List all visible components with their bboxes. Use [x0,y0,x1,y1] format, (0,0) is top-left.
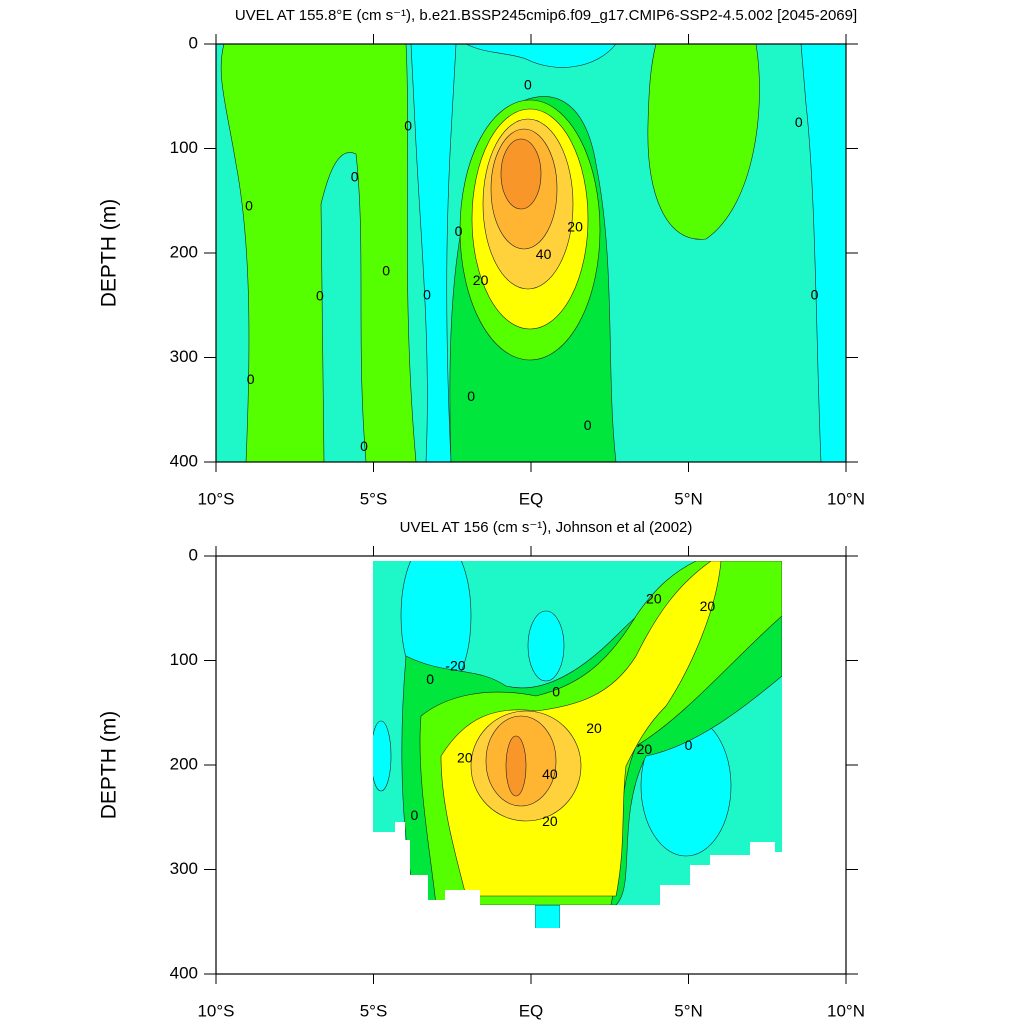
contour-region [373,720,392,792]
y-tick-label: 300 [170,859,198,878]
contour-label: 20 [457,749,473,765]
y-tick-label: 400 [170,963,198,982]
contour-label: 0 [245,198,253,214]
contour-region [527,610,565,682]
contour-label: 20 [700,598,716,614]
contour-label: 0 [423,287,431,303]
contour-label: 0 [524,77,532,93]
x-tick-label: 5°N [674,1001,703,1020]
x-tick-label: 10°S [197,489,234,508]
contour-label: 0 [455,223,463,239]
contour-label: 20 [637,741,653,757]
contour-label: 0 [811,287,819,303]
y-tick-label: 100 [170,138,198,157]
x-tick-label: EQ [519,489,544,508]
x-tick-label: 10°N [827,489,865,508]
contour-label: 20 [646,591,662,607]
x-tick-label: 5°S [360,489,388,508]
x-tick-label: 10°N [827,1001,865,1020]
y-axis-label: DEPTH (m) [98,199,121,308]
contour-label: 0 [360,438,368,454]
contour-label: 0 [382,263,390,279]
y-axis-label: DEPTH (m) [98,711,121,820]
contour-fills [373,561,782,928]
x-tick-label: EQ [519,1001,544,1020]
y-tick-label: 200 [170,242,198,261]
x-tick-label: 10°S [197,1001,234,1020]
contour-label: 20 [542,813,558,829]
contour-label: 0 [426,671,434,687]
contour-label: 20 [567,219,583,235]
contour-region [800,43,847,463]
contour-region [465,43,617,68]
contour-label: 20 [473,272,489,288]
y-tick-label: 0 [189,545,198,564]
contour-region [647,43,760,240]
x-tick-label: 5°S [360,1001,388,1020]
contour-region [505,735,527,797]
contour-label: 40 [536,246,552,262]
y-tick-label: 300 [170,347,198,366]
y-tick-label: 400 [170,451,198,470]
contour-fills [215,43,847,463]
contour-label: 0 [584,417,592,433]
contour-label: 0 [552,684,560,700]
contour-label: 0 [467,388,475,404]
x-tick-label: 5°N [674,489,703,508]
contour-label: 0 [247,371,255,387]
contour-label: 0 [351,168,359,184]
chart-title: UVEL AT 155.8°E (cm s⁻¹), b.e21.BSSP245c… [235,7,857,24]
contour-label: 0 [316,288,324,304]
contour-label: 20 [586,720,602,736]
contour-label: 0 [685,737,693,753]
y-tick-label: 0 [189,33,198,52]
contour-region [220,43,417,463]
contour-label: 0 [411,807,419,823]
chart-title: UVEL AT 156 (cm s⁻¹), Johnson et al (200… [400,519,693,536]
y-tick-label: 200 [170,754,198,773]
y-tick-label: 100 [170,650,198,669]
contour-label: 0 [404,117,412,133]
contour-region [500,138,542,210]
contour-label: 0 [795,114,803,130]
contour-label: 40 [542,766,558,782]
contour-label: -20 [445,657,465,673]
